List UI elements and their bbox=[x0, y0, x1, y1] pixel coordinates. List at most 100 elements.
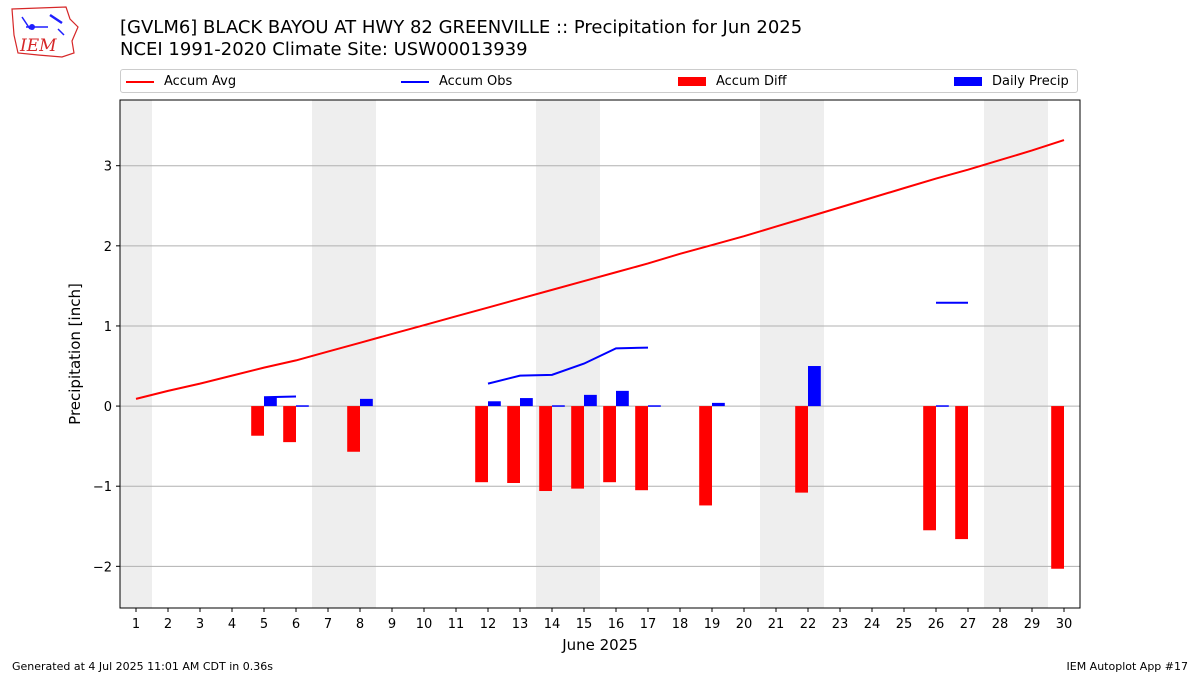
legend-item-accum-avg: Accum Avg bbox=[126, 73, 236, 90]
x-tick-label: 1 bbox=[132, 617, 140, 632]
bar-accum-diff bbox=[539, 406, 552, 492]
weekend-band bbox=[536, 100, 568, 608]
x-tick-label: 21 bbox=[768, 617, 785, 632]
weekend-band bbox=[984, 100, 1016, 608]
bar-daily-precip bbox=[296, 405, 309, 407]
bar-accum-diff bbox=[1051, 406, 1064, 569]
bar-accum-diff bbox=[635, 406, 648, 491]
x-tick-label: 14 bbox=[544, 617, 561, 632]
x-tick-label: 6 bbox=[292, 617, 300, 632]
weekend-shading bbox=[120, 100, 1048, 608]
x-tick-label: 18 bbox=[672, 617, 689, 632]
logo-text: IEM bbox=[19, 36, 57, 56]
legend-swatch-accum-diff bbox=[678, 77, 706, 86]
x-tick-label: 4 bbox=[228, 617, 236, 632]
bar-daily-precip bbox=[264, 397, 277, 407]
x-tick-label: 25 bbox=[896, 617, 913, 632]
bar-daily-precip bbox=[552, 405, 565, 407]
weekend-band bbox=[568, 100, 600, 608]
y-tick-label: −1 bbox=[93, 480, 112, 495]
weekend-band bbox=[760, 100, 792, 608]
bar-daily-precip bbox=[712, 402, 725, 407]
weekend-band bbox=[344, 100, 376, 608]
x-tick-label: 22 bbox=[800, 617, 817, 632]
legend-label-accum-avg: Accum Avg bbox=[164, 74, 237, 89]
bar-accum-diff bbox=[795, 406, 808, 493]
axes-frame bbox=[119, 99, 1081, 609]
footer-generated: Generated at 4 Jul 2025 11:01 AM CDT in … bbox=[12, 660, 273, 673]
weekend-band bbox=[120, 100, 152, 608]
bar-daily-precip bbox=[488, 401, 501, 407]
legend-item-accum-diff: Accum Diff bbox=[678, 73, 787, 90]
y-tick-label: 3 bbox=[104, 160, 112, 175]
legend-label-daily-precip: Daily Precip bbox=[992, 74, 1069, 89]
y-tick-label: −2 bbox=[93, 560, 112, 575]
bar-daily-precip bbox=[584, 394, 597, 407]
x-tick-label: 30 bbox=[1056, 617, 1073, 632]
bar-daily-precip bbox=[936, 405, 949, 407]
x-tick-label: 29 bbox=[1024, 617, 1041, 632]
bars bbox=[251, 366, 1064, 569]
bar-accum-diff bbox=[251, 406, 264, 436]
x-tick-label: 26 bbox=[928, 617, 945, 632]
x-tick-label: 20 bbox=[736, 617, 753, 632]
chart-subtitle: NCEI 1991-2020 Climate Site: USW00013939 bbox=[120, 39, 528, 60]
x-tick-label: 27 bbox=[960, 617, 977, 632]
series-lines bbox=[135, 139, 1065, 400]
x-tick-label: 19 bbox=[704, 617, 721, 632]
x-tick-label: 16 bbox=[608, 617, 625, 632]
bar-daily-precip bbox=[520, 398, 533, 407]
x-tick-label: 5 bbox=[260, 617, 268, 632]
x-tick-label: 12 bbox=[480, 617, 497, 632]
line-accum-obs bbox=[263, 395, 297, 399]
x-tick-label: 24 bbox=[864, 617, 881, 632]
iem-logo: IEM bbox=[11, 6, 79, 58]
x-tick-label: 7 bbox=[324, 617, 332, 632]
x-axis-label: June 2025 bbox=[561, 636, 638, 654]
bar-accum-diff bbox=[699, 406, 712, 506]
weekend-band bbox=[792, 100, 824, 608]
bar-daily-precip bbox=[616, 390, 629, 407]
bar-accum-diff bbox=[475, 406, 488, 483]
bar-daily-precip bbox=[648, 405, 661, 407]
line-accum-obs bbox=[487, 346, 649, 385]
legend-item-daily-precip: Daily Precip bbox=[954, 73, 1069, 90]
grid-lines bbox=[120, 165, 1080, 567]
x-tick-label: 11 bbox=[448, 617, 465, 632]
legend-item-accum-obs: Accum Obs bbox=[401, 73, 512, 90]
line-accum-avg bbox=[135, 139, 1065, 400]
legend-swatch-accum-obs bbox=[401, 80, 429, 83]
bar-daily-precip bbox=[360, 398, 373, 407]
bar-accum-diff bbox=[283, 406, 296, 443]
x-tick-label: 23 bbox=[832, 617, 849, 632]
x-tick-label: 28 bbox=[992, 617, 1009, 632]
y-tick-label: 0 bbox=[104, 400, 112, 415]
weekend-band bbox=[1016, 100, 1048, 608]
legend-label-accum-obs: Accum Obs bbox=[439, 74, 513, 89]
legend-swatch-daily-precip bbox=[954, 77, 982, 86]
bar-accum-diff bbox=[603, 406, 616, 483]
y-tick-label: 2 bbox=[104, 240, 112, 255]
bar-accum-diff bbox=[923, 406, 936, 531]
x-tick-label: 2 bbox=[164, 617, 172, 632]
bar-accum-diff bbox=[955, 406, 968, 540]
x-tick-label: 17 bbox=[640, 617, 657, 632]
footer-app: IEM Autoplot App #17 bbox=[1066, 660, 1189, 673]
y-axis-label: Precipitation [inch] bbox=[66, 283, 84, 425]
legend-label-accum-diff: Accum Diff bbox=[716, 74, 787, 89]
x-tick-label: 15 bbox=[576, 617, 593, 632]
x-tick-label: 10 bbox=[416, 617, 433, 632]
bar-accum-diff bbox=[571, 406, 584, 489]
chart-title: [GVLM6] BLACK BAYOU AT HWY 82 GREENVILLE… bbox=[120, 17, 803, 38]
x-tick-label: 3 bbox=[196, 617, 204, 632]
bar-accum-diff bbox=[347, 406, 360, 452]
x-tick-label: 8 bbox=[356, 617, 364, 632]
x-tick-label: 9 bbox=[388, 617, 396, 632]
legend-swatch-accum-avg bbox=[126, 80, 154, 83]
y-tick-label: 1 bbox=[104, 320, 112, 335]
bar-accum-diff bbox=[507, 406, 520, 484]
bar-daily-precip bbox=[808, 366, 821, 407]
chart-legend: Accum Avg Accum Obs Accum Diff Daily Pre… bbox=[120, 69, 1078, 93]
